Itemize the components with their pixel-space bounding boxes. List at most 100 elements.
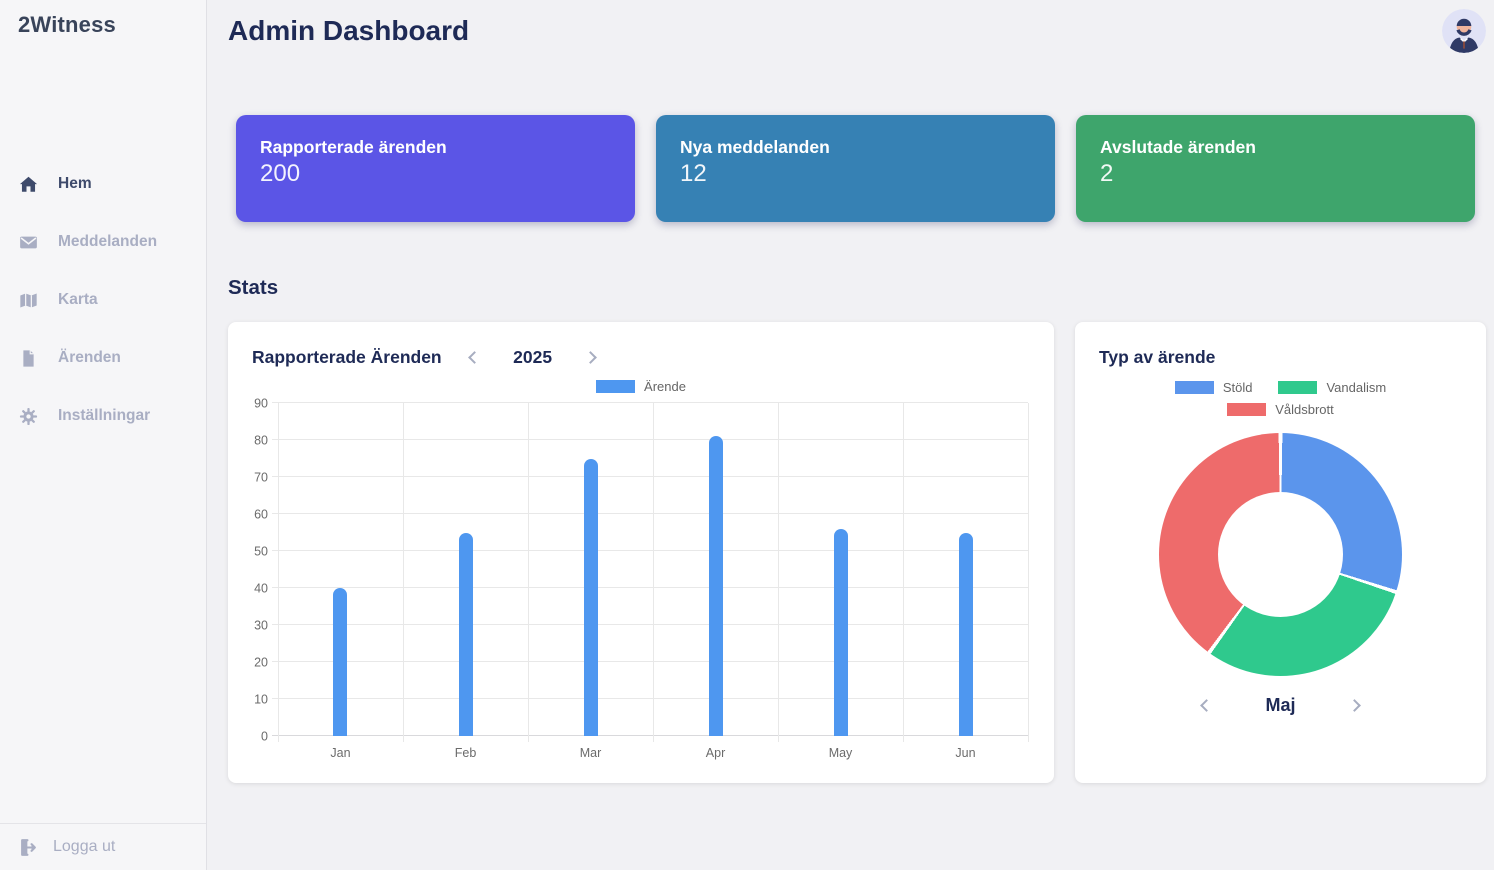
- legend-swatch-vandalism: [1278, 381, 1318, 394]
- donut-chart-card: Typ av ärende Stöld Vandalism: [1075, 322, 1486, 783]
- stats-heading: Stats: [228, 276, 279, 299]
- gridline: [272, 550, 1028, 551]
- y-axis-tick: 50: [254, 543, 268, 558]
- donut-chart-legend: Stöld Vandalism Våldsbrott: [1099, 380, 1462, 417]
- stat-card-value: 200: [260, 160, 301, 187]
- legend-item-stold: Stöld: [1174, 380, 1253, 395]
- bar-legend-label: Ärende: [644, 378, 686, 394]
- sidebar-item-meddelanden[interactable]: Meddelanden: [0, 213, 206, 271]
- sidebar-item-karta[interactable]: Karta: [0, 271, 206, 329]
- envelope-icon: [18, 232, 38, 252]
- stat-card-row: Rapporterade ärenden 200 Nya meddelanden…: [236, 115, 1486, 222]
- gridline: [778, 403, 779, 742]
- gridline: [653, 403, 654, 742]
- sidebar-item-label: Meddelanden: [58, 233, 158, 250]
- x-axis-tick: Jun: [955, 746, 976, 760]
- stat-card-value: 12: [680, 160, 707, 187]
- document-icon: [18, 348, 38, 368]
- sidebar-item-label: Hem: [58, 175, 92, 192]
- chevron-left-icon: [468, 350, 481, 364]
- charts-row: Rapporterade Ärenden 2025 Ärende 0 10 20 30…: [228, 322, 1486, 783]
- bar-Mar: [583, 458, 598, 736]
- stat-card-label: Nya meddelanden: [680, 137, 830, 157]
- bar-Apr: [708, 436, 723, 736]
- legend-label: Våldsbrott: [1275, 402, 1334, 417]
- sign-out-icon: [18, 837, 38, 857]
- bar-chart-header: Rapporterade Ärenden 2025: [252, 344, 1030, 370]
- bar-chart-title: Rapporterade Ärenden: [252, 346, 442, 367]
- x-axis-tick: Mar: [579, 746, 602, 760]
- gear-icon: [18, 406, 38, 426]
- logout-label: Logga ut: [53, 838, 116, 855]
- bar-chart-legend: Ärende: [252, 378, 1030, 394]
- gridline: [403, 403, 404, 742]
- gridline: [272, 698, 1028, 700]
- stat-card-value: 2: [1100, 160, 1114, 187]
- main-header: Admin Dashboard: [228, 0, 1486, 54]
- bar-Jan: [333, 588, 348, 736]
- x-axis-tick: Feb: [454, 746, 477, 760]
- sidebar-item-installningar[interactable]: Inställningar: [0, 387, 206, 445]
- month-prev-button[interactable]: [1192, 692, 1222, 718]
- bar-May: [833, 528, 848, 736]
- legend-swatch-stold: [1174, 381, 1214, 394]
- donut-chart-header: Typ av ärende: [1099, 344, 1462, 370]
- bar-plot-area: 0 10 20 30 40 50 60 70 80 90 Jan Feb Mar Apr May Jun: [254, 397, 1029, 760]
- y-axis-tick: 20: [254, 654, 268, 669]
- legend-item-vandalism: Vandalism: [1278, 380, 1386, 395]
- legend-line: Stöld Vandalism: [1174, 380, 1386, 395]
- logout-button[interactable]: Logga ut: [0, 823, 206, 870]
- x-axis-tick: Apr: [705, 746, 726, 760]
- gridline: [272, 661, 1028, 663]
- sidebar-item-hem[interactable]: Hem: [0, 155, 206, 213]
- chevron-left-icon: [1200, 698, 1213, 712]
- stat-card-label: Avslutade ärenden: [1100, 137, 1256, 157]
- gridline: [272, 476, 1028, 477]
- year-prev-button[interactable]: [460, 344, 490, 370]
- month-label: Maj: [1265, 694, 1296, 715]
- app-logo: 2Witness: [18, 12, 116, 37]
- gridline: [272, 624, 1028, 625]
- main-content: Admin Dashboard Rapporterade ärenden 200: [207, 0, 1494, 870]
- legend-line: Våldsbrott: [1227, 402, 1334, 417]
- sidebar-item-arenden[interactable]: Ärenden: [0, 329, 206, 387]
- chevron-right-icon: [584, 350, 597, 364]
- map-icon: [18, 290, 38, 310]
- y-axis-tick: 60: [254, 506, 268, 521]
- y-axis-tick: 90: [254, 395, 268, 410]
- sidebar: 2Witness Hem Meddelanden Karta: [0, 0, 207, 870]
- gridline: [272, 735, 1028, 736]
- y-axis-tick: 30: [254, 617, 268, 632]
- legend-item-valdsbrott: Våldsbrott: [1227, 402, 1334, 417]
- year-next-button[interactable]: [576, 344, 606, 370]
- y-axis-tick: 80: [254, 432, 268, 447]
- sidebar-item-label: Ärenden: [58, 349, 121, 366]
- bar-Feb: [458, 532, 473, 736]
- donut-hole: [1218, 492, 1343, 617]
- stat-card-rapporterade: Rapporterade ärenden 200: [236, 115, 635, 222]
- y-axis-tick: 0: [261, 728, 268, 743]
- legend-label: Stöld: [1222, 380, 1253, 395]
- bar-chart-plot: 0 10 20 30 40 50 60 70 80 90 Jan Feb Mar Apr May Jun: [252, 397, 1030, 762]
- user-avatar[interactable]: [1442, 9, 1486, 53]
- gridline: [272, 587, 1028, 589]
- sidebar-item-label: Inställningar: [58, 407, 151, 424]
- gridline: [1028, 403, 1029, 742]
- gridline: [272, 513, 1028, 514]
- bar-chart-card: Rapporterade Ärenden 2025 Ärende 0 10 20 30…: [228, 322, 1054, 783]
- gridline: [278, 403, 279, 742]
- page-title: Admin Dashboard: [228, 15, 470, 46]
- stat-card-meddelanden: Nya meddelanden 12: [656, 115, 1055, 222]
- year-label: 2025: [513, 346, 553, 367]
- gridline: [528, 403, 529, 742]
- legend-label: Vandalism: [1326, 380, 1387, 395]
- gridline: [903, 403, 904, 742]
- month-next-button[interactable]: [1340, 692, 1370, 718]
- y-axis-tick: 70: [254, 469, 268, 484]
- x-axis-tick: Jan: [330, 746, 351, 760]
- sidebar-item-label: Karta: [58, 291, 98, 308]
- stat-card-avslutade: Avslutade ärenden 2: [1076, 115, 1475, 222]
- home-icon: [18, 174, 38, 194]
- year-nav: 2025: [460, 344, 606, 370]
